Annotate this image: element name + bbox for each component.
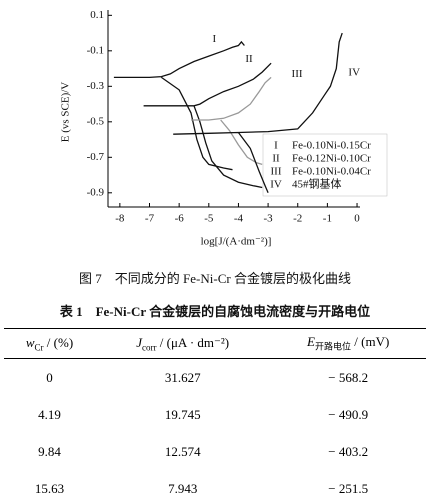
table-row: 9.84 12.574 − 403.2 [4,433,426,470]
table-header: Jcorr / (μA · dm⁻²) [95,328,271,359]
legend-label: Fe-0.12Ni-0.10Cr [292,153,371,165]
table-cell: − 490.9 [328,406,369,422]
table-cell: 7.943 [95,470,271,493]
series-line [143,62,272,189]
header-subscript: Cr [34,342,44,353]
data-table: wCr / (%) Jcorr / (μA · dm⁻²) E开路电位 / (mV)… [4,328,426,493]
x-tick-label: -6 [175,213,185,225]
header-unit: / (%) [46,334,74,350]
table-header: wCr / (%) [4,328,96,359]
table-row: 4.19 19.745 − 490.9 [4,396,426,433]
header-subscript: 开路电位 [315,341,352,352]
table-cell: 19.745 [164,406,201,422]
chart: log[J/(A·dm⁻²)] E (vs SCE)/V 0.1 -0.1 -0.3… [60,9,388,248]
legend-label: 45#钢基体 [292,177,342,191]
y-tick-label: -0.7 [87,151,105,163]
x-tick-label: 0 [354,213,360,225]
table-cell: − 403.2 [328,443,369,459]
x-tick-label: -2 [293,213,302,225]
x-tick-label: -4 [234,213,244,225]
series-label: IV [348,67,360,79]
header-symbol: J [136,334,143,350]
x-axis-label: log[J/(A·dm⁻²)] [201,236,272,248]
x-tick-label: -7 [145,213,155,225]
legend-label: Fe-0.10Ni-0.04Cr [292,166,371,178]
series-label: III [292,68,303,80]
table-title: 表 1 Fe-Ni-Cr 合金镀层的自腐蚀电流密度与开路电位 [59,304,371,319]
y-tick-label: -0.9 [87,186,105,198]
x-tick-label: -8 [115,213,125,225]
table-cell: − 568.2 [328,369,369,385]
table-cell: 4.19 [38,406,61,422]
legend-box [262,133,388,197]
legend-marker: IV [270,179,282,191]
table-row: 0 31.627 − 568.2 [4,359,426,397]
table-cell: 9.84 [38,443,61,459]
series-label: II [245,53,253,65]
y-tick-label: -0.1 [87,44,104,56]
series-line [113,40,245,171]
series-line [173,32,343,194]
table-cell: 0 [46,369,53,385]
y-axis-label: E (vs SCE)/V [60,82,72,143]
legend-marker: III [271,166,282,178]
figure-caption: 图 7 不同成分的 Fe-Ni-Cr 合金镀层的极化曲线 [79,271,351,286]
x-tick-label: -5 [204,213,214,225]
y-tick-label: -0.5 [87,115,105,127]
series-label: I [213,33,217,45]
y-tick-label: 0.1 [90,9,104,21]
x-tick-label: -1 [323,213,332,225]
legend-marker: I [274,140,278,152]
table-header: E开路电位 / (mV) [270,328,426,359]
table-cell: − 251.5 [270,470,426,493]
legend-label: Fe-0.10Ni-0.15Cr [292,140,371,152]
table-cell: 31.627 [164,369,201,385]
table-cell: 15.63 [4,470,96,493]
header-unit: / (mV) [354,334,390,350]
table-cell: 12.574 [164,443,201,459]
x-tick-label: -3 [264,213,274,225]
y-tick-label: -0.3 [87,80,105,92]
header-symbol: w [25,334,35,350]
header-symbol: E [307,334,315,350]
legend-marker: II [272,153,280,165]
table-row: 15.63 7.943− 251.5 [4,470,426,493]
header-subscript: corr [142,342,157,353]
series-line [191,76,272,166]
header-unit: / (μA · dm⁻²) [159,334,230,350]
